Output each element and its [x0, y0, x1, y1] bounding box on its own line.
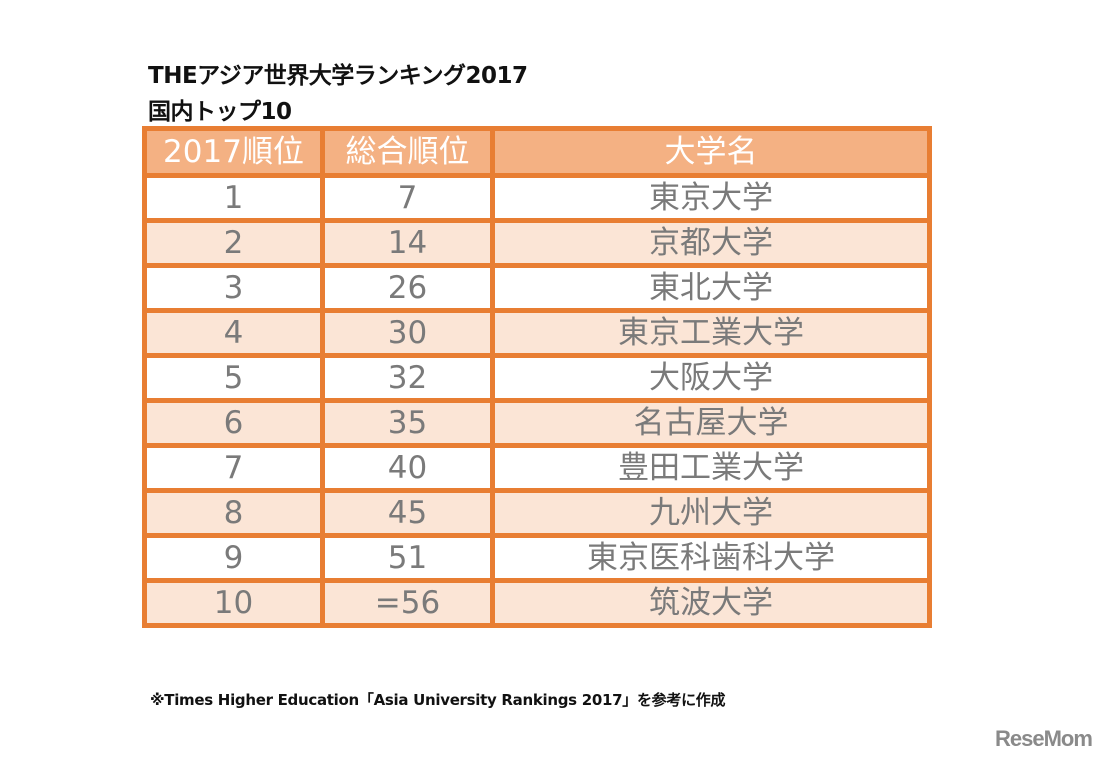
source-note: ※Times Higher Education「Asia University …	[150, 691, 726, 709]
rank-2017-cell: 2	[142, 218, 325, 268]
university-name-cell: 東京大学	[490, 173, 932, 223]
table-row: 6 35 名古屋大学	[142, 398, 932, 448]
university-name-cell: 京都大学	[490, 218, 932, 268]
overall-rank-cell: 30	[320, 308, 495, 358]
university-name-cell: 東京医科歯科大学	[490, 533, 932, 583]
table-row: 4 30 東京工業大学	[142, 308, 932, 358]
rank-2017-cell: 1	[142, 173, 325, 223]
resemom-logo: ReseMom	[995, 726, 1093, 751]
university-name-cell: 筑波大学	[490, 578, 932, 628]
ranking-table: 2017順位 総合順位 大学名 1 7 東京大学 2 14 京都大学 3 26 東北大学 4 30 東…	[142, 126, 932, 628]
university-name-cell: 東京工業大学	[490, 308, 932, 358]
university-name-cell: 名古屋大学	[490, 398, 932, 448]
university-name-cell: 大阪大学	[490, 353, 932, 403]
overall-rank-cell: 40	[320, 443, 495, 493]
overall-rank-cell: 51	[320, 533, 495, 583]
table-row: 1 7 東京大学	[142, 173, 932, 223]
rank-2017-cell: 6	[142, 398, 325, 448]
table-row: 9 51 東京医科歯科大学	[142, 533, 932, 583]
page-subtitle: 国内トップ10	[148, 99, 292, 125]
rank-2017-cell: 5	[142, 353, 325, 403]
page-title: THEアジア世界大学ランキング2017	[148, 63, 528, 89]
overall-rank-cell: 32	[320, 353, 495, 403]
university-name-cell: 豊田工業大学	[490, 443, 932, 493]
overall-rank-cell: 7	[320, 173, 495, 223]
rank-2017-cell: 7	[142, 443, 325, 493]
header-overall-rank: 総合順位	[320, 126, 495, 178]
rank-2017-cell: 3	[142, 263, 325, 313]
header-2017-rank: 2017順位	[142, 126, 325, 178]
header-university-name: 大学名	[490, 126, 932, 178]
rank-2017-cell: 4	[142, 308, 325, 358]
rank-2017-cell: 8	[142, 488, 325, 538]
overall-rank-cell: 14	[320, 218, 495, 268]
overall-rank-cell: 26	[320, 263, 495, 313]
table-row: 7 40 豊田工業大学	[142, 443, 932, 493]
table-row: 3 26 東北大学	[142, 263, 932, 313]
table-row: 10 =56 筑波大学	[142, 578, 932, 628]
table-row: 5 32 大阪大学	[142, 353, 932, 403]
overall-rank-cell: 45	[320, 488, 495, 538]
rank-2017-cell: 10	[142, 578, 325, 628]
table-row: 8 45 九州大学	[142, 488, 932, 538]
rank-2017-cell: 9	[142, 533, 325, 583]
table-row: 2 14 京都大学	[142, 218, 932, 268]
university-name-cell: 九州大学	[490, 488, 932, 538]
table-header-row: 2017順位 総合順位 大学名	[142, 126, 932, 178]
overall-rank-cell: 35	[320, 398, 495, 448]
overall-rank-cell: =56	[320, 578, 495, 628]
university-name-cell: 東北大学	[490, 263, 932, 313]
